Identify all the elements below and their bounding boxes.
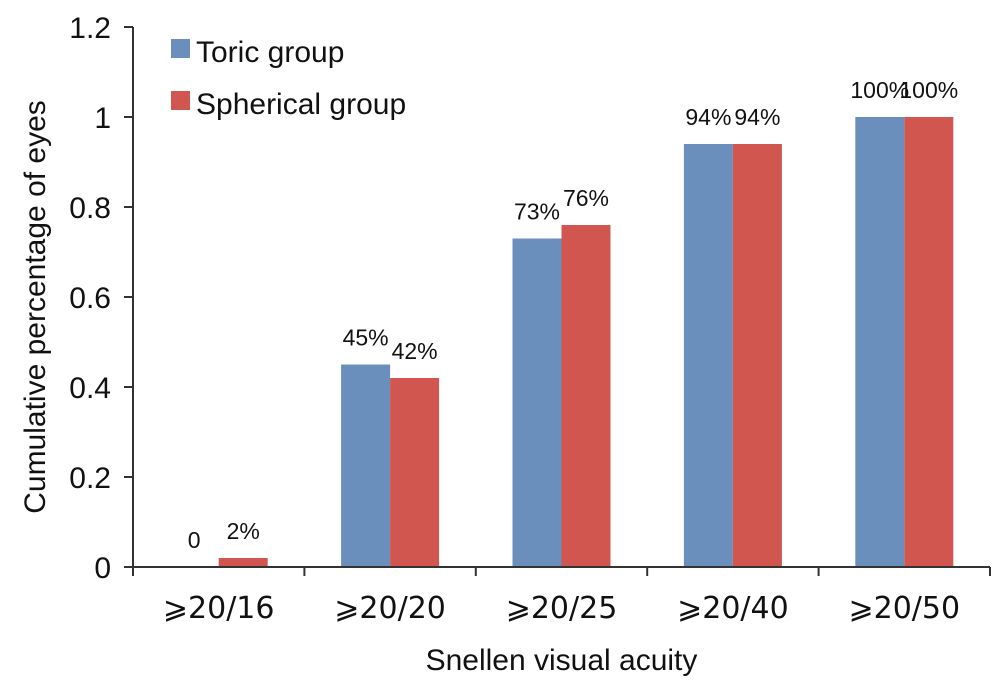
legend-swatch: [171, 91, 190, 110]
y-tick-label: 0.6: [69, 282, 111, 315]
x-axis-title: Snellen visual acuity: [426, 644, 698, 677]
bar-value-label: 100%: [850, 77, 909, 103]
bar-toric: [855, 117, 905, 567]
legend-label: Spherical group: [196, 88, 406, 121]
bar-value-label: 73%: [514, 199, 560, 225]
y-tick-label: 0.4: [69, 372, 111, 405]
bar-value-label: 94%: [685, 104, 731, 130]
bar-value-label: 76%: [563, 185, 609, 211]
x-category-label: ⩾20/40: [677, 591, 789, 626]
legend: Toric group Spherical group: [171, 36, 406, 121]
y-tick-label: 0.2: [69, 462, 111, 495]
bar-value-label: 94%: [734, 104, 780, 130]
bar-toric: [683, 144, 733, 567]
bar-spherical: [561, 225, 611, 567]
legend-swatch: [171, 39, 190, 58]
y-tick-label: 0.8: [69, 192, 111, 225]
x-category-label: ⩾20/16: [163, 591, 275, 626]
bar-spherical: [218, 558, 268, 567]
bar-value-label: 45%: [343, 325, 389, 351]
bars-layer: [218, 117, 954, 567]
bar-value-label: 42%: [392, 338, 438, 364]
x-category-label: ⩾20/25: [506, 591, 618, 626]
x-category-label: ⩾20/50: [849, 591, 961, 626]
y-tick-label: 0: [94, 552, 111, 585]
bar-toric: [512, 238, 562, 567]
bar-toric: [341, 364, 391, 567]
bar-value-label: 100%: [899, 77, 958, 103]
data-labels-layer: 0 45% 73% 94% 100% 2% 42% 76% 94% 100%: [188, 77, 958, 553]
legend-label: Toric group: [196, 36, 344, 69]
y-axis-ticks: 0 0.2 0.4 0.6 0.8 1 1.2: [69, 12, 133, 585]
bar-spherical: [904, 117, 954, 567]
y-tick-label: 1.2: [69, 12, 111, 45]
x-category-label: ⩾20/20: [334, 591, 446, 626]
bar-value-label: 2%: [227, 518, 260, 544]
bar-spherical: [732, 144, 782, 567]
y-tick-label: 1: [94, 102, 111, 135]
bar-spherical: [390, 378, 440, 567]
y-axis-title: Cumulative percentage of eyes: [19, 100, 52, 514]
x-axis-category-labels: ⩾20/16 ⩾20/20 ⩾20/25 ⩾20/40 ⩾20/50: [132, 567, 991, 626]
bar-value-label: 0: [188, 527, 201, 553]
